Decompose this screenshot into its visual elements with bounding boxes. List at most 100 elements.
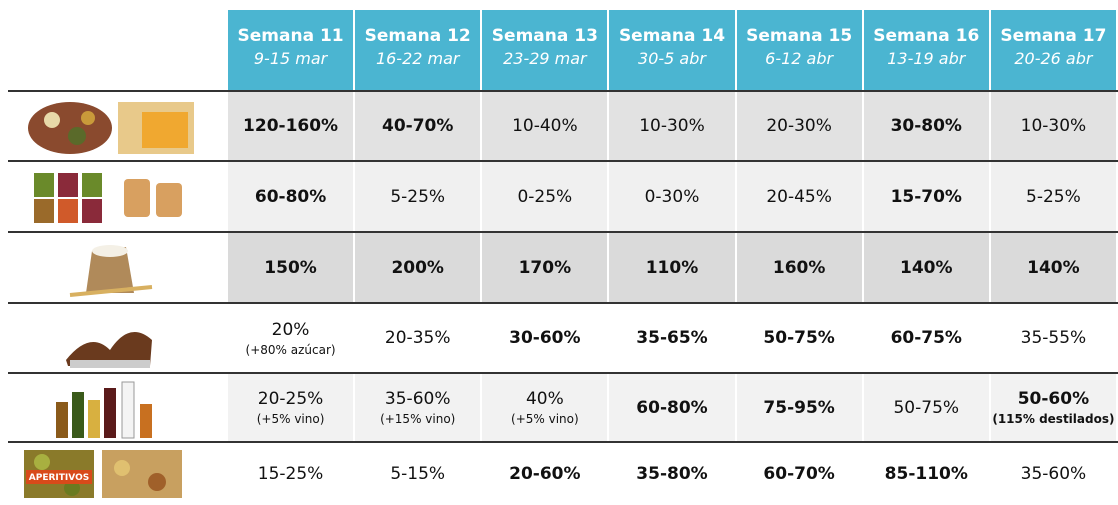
cell-note: (+5% vino) [257, 412, 325, 426]
cell-value: 0-30% [645, 187, 700, 207]
cell-value: 5-25% [390, 187, 445, 207]
cell: 50-75% [864, 374, 991, 441]
cell-value: 10-30% [1021, 116, 1087, 136]
cell-value: 20-35% [385, 328, 451, 348]
cell-value: 35-60% [1021, 464, 1087, 484]
cell-value: 35-65% [636, 328, 707, 348]
cell-value: 50-75% [893, 398, 959, 418]
cell: 40% (+5% vino) [482, 374, 609, 441]
week-title: Semana 17 [991, 26, 1116, 46]
cell: 50-60% (115% destilados) [991, 374, 1118, 441]
week-dates: 9-15 mar [228, 49, 353, 68]
cell-value: 35-60% [385, 389, 451, 409]
cell: 60-80% [609, 374, 736, 441]
cell-value: 60-80% [255, 187, 326, 207]
cell: 35-55% [991, 304, 1118, 372]
cell: 15-25% [228, 443, 355, 505]
cell-note: (+80% azúcar) [246, 343, 336, 357]
column-header: Semana 16 13-19 abr [864, 10, 991, 90]
cell: 20-25% (+5% vino) [228, 374, 355, 441]
cell-note: (+15% vino) [380, 412, 455, 426]
cell: 20-45% [737, 162, 864, 231]
cell: 0-25% [482, 162, 609, 231]
cell: 0-30% [609, 162, 736, 231]
cell-value: 200% [391, 258, 444, 278]
column-header: Semana 11 9-15 mar [228, 10, 355, 90]
cell-value: 150% [264, 258, 317, 278]
cell-value: 30-80% [891, 116, 962, 136]
cell-value: 20-25% [258, 389, 324, 409]
cell: 30-60% [482, 304, 609, 372]
week-title: Semana 16 [864, 26, 989, 46]
cell-value: 20% [272, 320, 310, 340]
week-title: Semana 15 [737, 26, 862, 46]
week-title: Semana 11 [228, 26, 353, 46]
cell-value: 50-60% [1018, 389, 1089, 409]
cell: 35-65% [609, 304, 736, 372]
week-title: Semana 14 [609, 26, 734, 46]
cell: 170% [482, 233, 609, 302]
cell: 5-25% [991, 162, 1118, 231]
cell-value: 35-80% [636, 464, 707, 484]
icon-label: APERITIVOS [29, 473, 89, 483]
cell: 5-15% [355, 443, 482, 505]
cell-value: 140% [1027, 258, 1080, 278]
cell-value: 60-80% [636, 398, 707, 418]
cell-value: 10-30% [639, 116, 705, 136]
cell-value: 40% [526, 389, 564, 409]
cell-value: 170% [519, 258, 572, 278]
cell: 30-80% [864, 92, 991, 160]
cell: 10-30% [609, 92, 736, 160]
week-dates: 23-29 mar [482, 49, 607, 68]
cell: 35-80% [609, 443, 736, 505]
cell: 200% [355, 233, 482, 302]
cell-value: 20-60% [509, 464, 580, 484]
week-title: Semana 13 [482, 26, 607, 46]
cell: 15-70% [864, 162, 991, 231]
cell: 150% [228, 233, 355, 302]
cell-value: 60-70% [763, 464, 834, 484]
cell: 50-75% [737, 304, 864, 372]
cell-value: 20-45% [766, 187, 832, 207]
week-dates: 30-5 abr [609, 49, 734, 68]
icon-legumes-pasta [22, 98, 202, 158]
icon-flour [66, 237, 156, 299]
cell: 110% [609, 233, 736, 302]
icon-chocolate [60, 310, 160, 370]
week-dates: 13-19 abr [864, 49, 989, 68]
cell-value: 160% [773, 258, 826, 278]
cell: 120-160% [228, 92, 355, 160]
cell-value: 30-60% [509, 328, 580, 348]
cell: 35-60% (+15% vino) [355, 374, 482, 441]
cell: 10-40% [482, 92, 609, 160]
cell-value: 5-15% [390, 464, 445, 484]
cell-value: 50-75% [763, 328, 834, 348]
cell-value: 35-55% [1021, 328, 1087, 348]
cell: 5-25% [355, 162, 482, 231]
page: APERITIVOS (() => { const data = JSON.pa… [0, 0, 1118, 505]
cell-note: (+5% vino) [511, 412, 579, 426]
cell: 20-35% [355, 304, 482, 372]
cell-value: 85-110% [885, 464, 968, 484]
cell-note: (115% destilados) [992, 412, 1114, 426]
cell: 35-60% [991, 443, 1118, 505]
cell-value: 20-30% [766, 116, 832, 136]
week-title: Semana 12 [355, 26, 480, 46]
week-dates: 20-26 abr [991, 49, 1116, 68]
cell-value: 75-95% [763, 398, 834, 418]
cell: 20% (+80% azúcar) [228, 304, 355, 372]
cell-value: 15-25% [258, 464, 324, 484]
cell: 10-30% [991, 92, 1118, 160]
cell: 20-60% [482, 443, 609, 505]
icon-jars [30, 167, 190, 227]
cell: 60-75% [864, 304, 991, 372]
cell-value: 15-70% [891, 187, 962, 207]
column-header: Semana 15 6-12 abr [737, 10, 864, 90]
cell: 140% [864, 233, 991, 302]
cell: 20-30% [737, 92, 864, 160]
cell-value: 110% [646, 258, 699, 278]
cell-value: 60-75% [891, 328, 962, 348]
cell-value: 10-40% [512, 116, 578, 136]
week-dates: 6-12 abr [737, 49, 862, 68]
